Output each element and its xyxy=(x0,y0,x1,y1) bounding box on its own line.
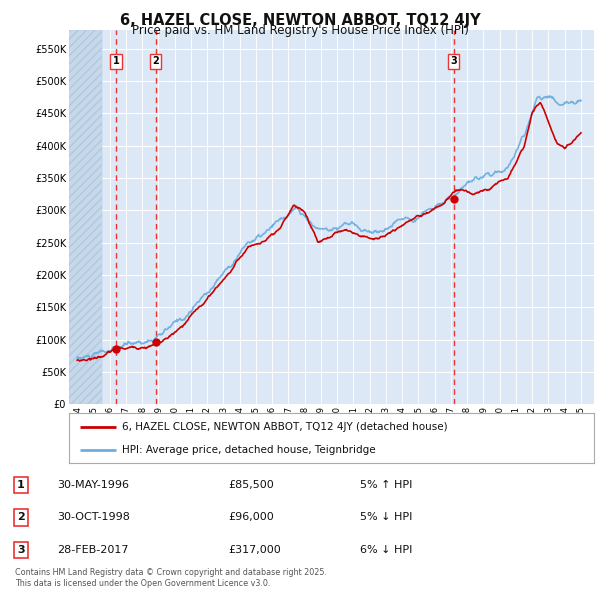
Text: 2: 2 xyxy=(17,513,25,522)
Text: 5% ↓ HPI: 5% ↓ HPI xyxy=(360,513,412,522)
Text: £96,000: £96,000 xyxy=(228,513,274,522)
Text: 28-FEB-2017: 28-FEB-2017 xyxy=(57,545,128,555)
Text: 1: 1 xyxy=(17,480,25,490)
Text: £317,000: £317,000 xyxy=(228,545,281,555)
Text: 6, HAZEL CLOSE, NEWTON ABBOT, TQ12 4JY (detached house): 6, HAZEL CLOSE, NEWTON ABBOT, TQ12 4JY (… xyxy=(121,421,447,431)
Text: Price paid vs. HM Land Registry's House Price Index (HPI): Price paid vs. HM Land Registry's House … xyxy=(131,24,469,37)
Text: 2: 2 xyxy=(152,57,159,66)
Text: 5% ↑ HPI: 5% ↑ HPI xyxy=(360,480,412,490)
Text: Contains HM Land Registry data © Crown copyright and database right 2025.
This d: Contains HM Land Registry data © Crown c… xyxy=(15,568,327,588)
Text: 3: 3 xyxy=(450,57,457,66)
Text: 6% ↓ HPI: 6% ↓ HPI xyxy=(360,545,412,555)
Text: HPI: Average price, detached house, Teignbridge: HPI: Average price, detached house, Teig… xyxy=(121,445,375,455)
Text: 6, HAZEL CLOSE, NEWTON ABBOT, TQ12 4JY: 6, HAZEL CLOSE, NEWTON ABBOT, TQ12 4JY xyxy=(119,13,481,28)
Text: 3: 3 xyxy=(17,545,25,555)
Text: 30-OCT-1998: 30-OCT-1998 xyxy=(57,513,130,522)
Text: £85,500: £85,500 xyxy=(228,480,274,490)
Text: 30-MAY-1996: 30-MAY-1996 xyxy=(57,480,129,490)
Text: 1: 1 xyxy=(113,57,119,66)
